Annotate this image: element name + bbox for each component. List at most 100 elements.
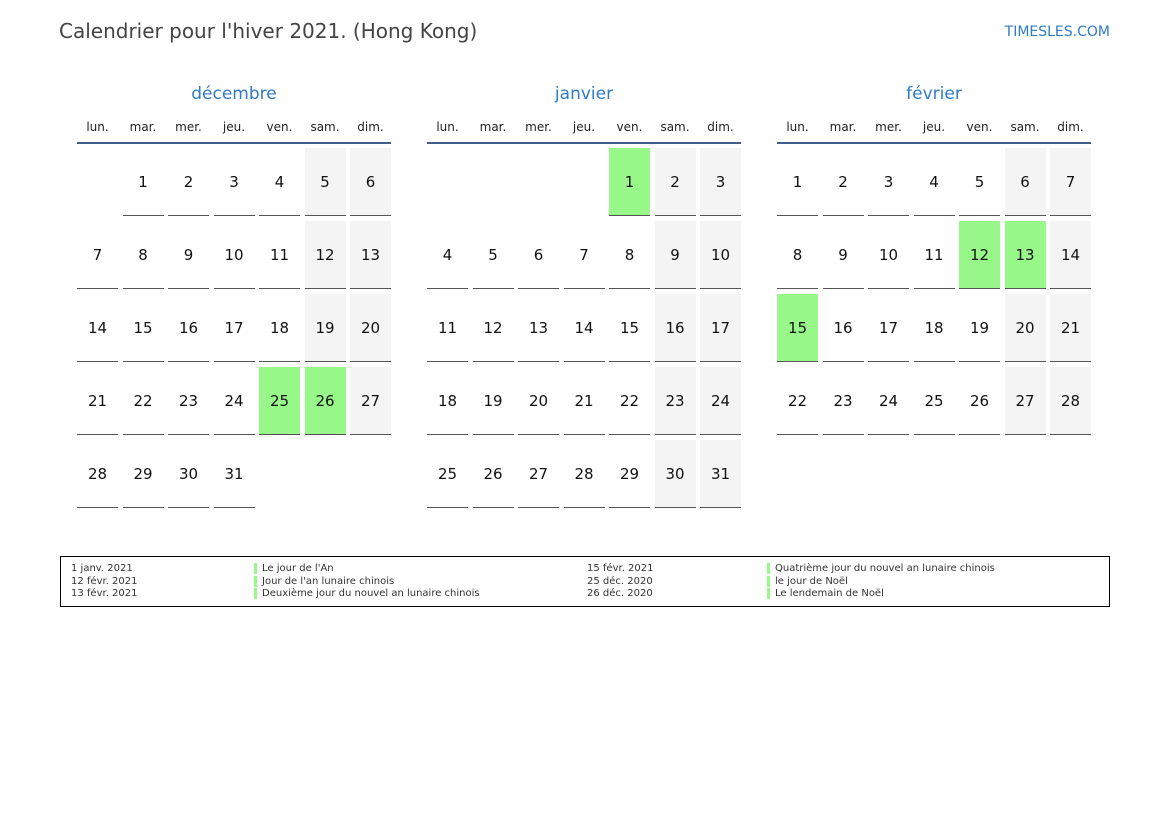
day-cell[interactable]: 22: [609, 367, 650, 435]
legend-holiday-name: Quatrième jour du nouvel an lunaire chin…: [767, 563, 995, 574]
day-cell[interactable]: 20: [350, 294, 391, 362]
day-cell[interactable]: 22: [122, 367, 164, 435]
weekday-header: dim.: [1057, 120, 1084, 134]
day-cell[interactable]: 18: [427, 367, 468, 435]
day-cell[interactable]: 4: [913, 148, 955, 216]
day-cell[interactable]: 15: [609, 294, 650, 362]
day-cell[interactable]: 3: [700, 148, 741, 216]
day-cell[interactable]: 18: [913, 294, 955, 362]
day-cell[interactable]: 8: [777, 221, 818, 289]
day-cell[interactable]: 17: [213, 294, 255, 362]
day-cell[interactable]: 12: [472, 294, 514, 362]
day-cell[interactable]: 29: [122, 440, 164, 508]
day-cell[interactable]: 9: [168, 221, 209, 289]
day-cell[interactable]: 28: [1050, 367, 1091, 435]
day-cell[interactable]: 12: [304, 221, 346, 289]
day-cell[interactable]: 25: [913, 367, 955, 435]
day-cell[interactable]: 19: [472, 367, 514, 435]
day-cell[interactable]: 7: [563, 221, 605, 289]
day-cell[interactable]: 6: [518, 221, 559, 289]
day-cell[interactable]: 13: [518, 294, 559, 362]
day-cell[interactable]: 2: [168, 148, 209, 216]
brand-link[interactable]: TIMESLES.COM: [1004, 24, 1110, 40]
day-cell[interactable]: 20: [1004, 294, 1046, 362]
legend-date: 15 févr. 2021: [587, 563, 654, 574]
day-cell[interactable]: 26: [304, 367, 346, 435]
day-cell[interactable]: 21: [77, 367, 118, 435]
day-cell[interactable]: 7: [1050, 148, 1091, 216]
day-cell[interactable]: 10: [700, 221, 741, 289]
day-cell[interactable]: 5: [304, 148, 346, 216]
day-cell[interactable]: 4: [259, 148, 300, 216]
day-cell[interactable]: 22: [777, 367, 818, 435]
day-cell[interactable]: 18: [259, 294, 300, 362]
day-cell[interactable]: 17: [868, 294, 909, 362]
day-cell[interactable]: 1: [122, 148, 164, 216]
legend-date: 12 févr. 2021: [71, 575, 138, 587]
day-cell[interactable]: 19: [304, 294, 346, 362]
day-cell[interactable]: 30: [168, 440, 209, 508]
day-cell[interactable]: 25: [427, 440, 468, 508]
day-cell[interactable]: 3: [868, 148, 909, 216]
day-cell[interactable]: 14: [77, 294, 118, 362]
day-cell[interactable]: 28: [563, 440, 605, 508]
day-cell[interactable]: 23: [654, 367, 696, 435]
weekday-header: sam.: [1010, 120, 1040, 134]
day-cell[interactable]: 14: [563, 294, 605, 362]
day-cell[interactable]: 1: [609, 148, 650, 216]
day-cell[interactable]: 2: [654, 148, 696, 216]
day-cell[interactable]: 19: [959, 294, 1000, 362]
day-cell[interactable]: 27: [1004, 367, 1046, 435]
day-cell[interactable]: 5: [959, 148, 1000, 216]
legend-holiday-name: Le lendemain de Noël: [767, 588, 884, 599]
day-cell[interactable]: 21: [563, 367, 605, 435]
day-cell[interactable]: 9: [654, 221, 696, 289]
day-cell[interactable]: 4: [427, 221, 468, 289]
day-cell[interactable]: 14: [1050, 221, 1091, 289]
day-cell[interactable]: 15: [122, 294, 164, 362]
day-cell[interactable]: 28: [77, 440, 118, 508]
day-cell[interactable]: 17: [700, 294, 741, 362]
day-cell[interactable]: 5: [472, 221, 514, 289]
day-cell[interactable]: 2: [822, 148, 864, 216]
day-cell[interactable]: 26: [472, 440, 514, 508]
header-divider: [777, 142, 1091, 144]
day-cell[interactable]: 21: [1050, 294, 1091, 362]
day-cell[interactable]: 20: [518, 367, 559, 435]
day-cell[interactable]: 26: [959, 367, 1000, 435]
day-cell[interactable]: 29: [609, 440, 650, 508]
day-cell[interactable]: 6: [1004, 148, 1046, 216]
header-divider: [427, 142, 741, 144]
day-cell[interactable]: 31: [700, 440, 741, 508]
day-cell[interactable]: 23: [822, 367, 864, 435]
day-cell[interactable]: 11: [427, 294, 468, 362]
day-cell[interactable]: 13: [350, 221, 391, 289]
day-cell[interactable]: 31: [213, 440, 255, 508]
day-cell[interactable]: 27: [518, 440, 559, 508]
day-cell[interactable]: 24: [700, 367, 741, 435]
day-cell[interactable]: 24: [213, 367, 255, 435]
day-cell[interactable]: 10: [868, 221, 909, 289]
day-cell[interactable]: 11: [913, 221, 955, 289]
day-cell[interactable]: 30: [654, 440, 696, 508]
day-cell[interactable]: 25: [259, 367, 300, 435]
day-cell[interactable]: 11: [259, 221, 300, 289]
day-cell[interactable]: 15: [777, 294, 818, 362]
day-cell[interactable]: 16: [654, 294, 696, 362]
day-cell[interactable]: 6: [350, 148, 391, 216]
day-cell[interactable]: 24: [868, 367, 909, 435]
day-cell[interactable]: 12: [959, 221, 1000, 289]
day-cell[interactable]: 27: [350, 367, 391, 435]
day-cell[interactable]: 8: [609, 221, 650, 289]
month-name: décembre: [191, 84, 277, 104]
day-cell[interactable]: 16: [168, 294, 209, 362]
day-cell[interactable]: 16: [822, 294, 864, 362]
day-cell[interactable]: 7: [77, 221, 118, 289]
day-cell[interactable]: 23: [168, 367, 209, 435]
day-cell[interactable]: 8: [122, 221, 164, 289]
day-cell[interactable]: 9: [822, 221, 864, 289]
day-cell[interactable]: 13: [1004, 221, 1046, 289]
day-cell[interactable]: 3: [213, 148, 255, 216]
day-cell[interactable]: 10: [213, 221, 255, 289]
day-cell[interactable]: 1: [777, 148, 818, 216]
